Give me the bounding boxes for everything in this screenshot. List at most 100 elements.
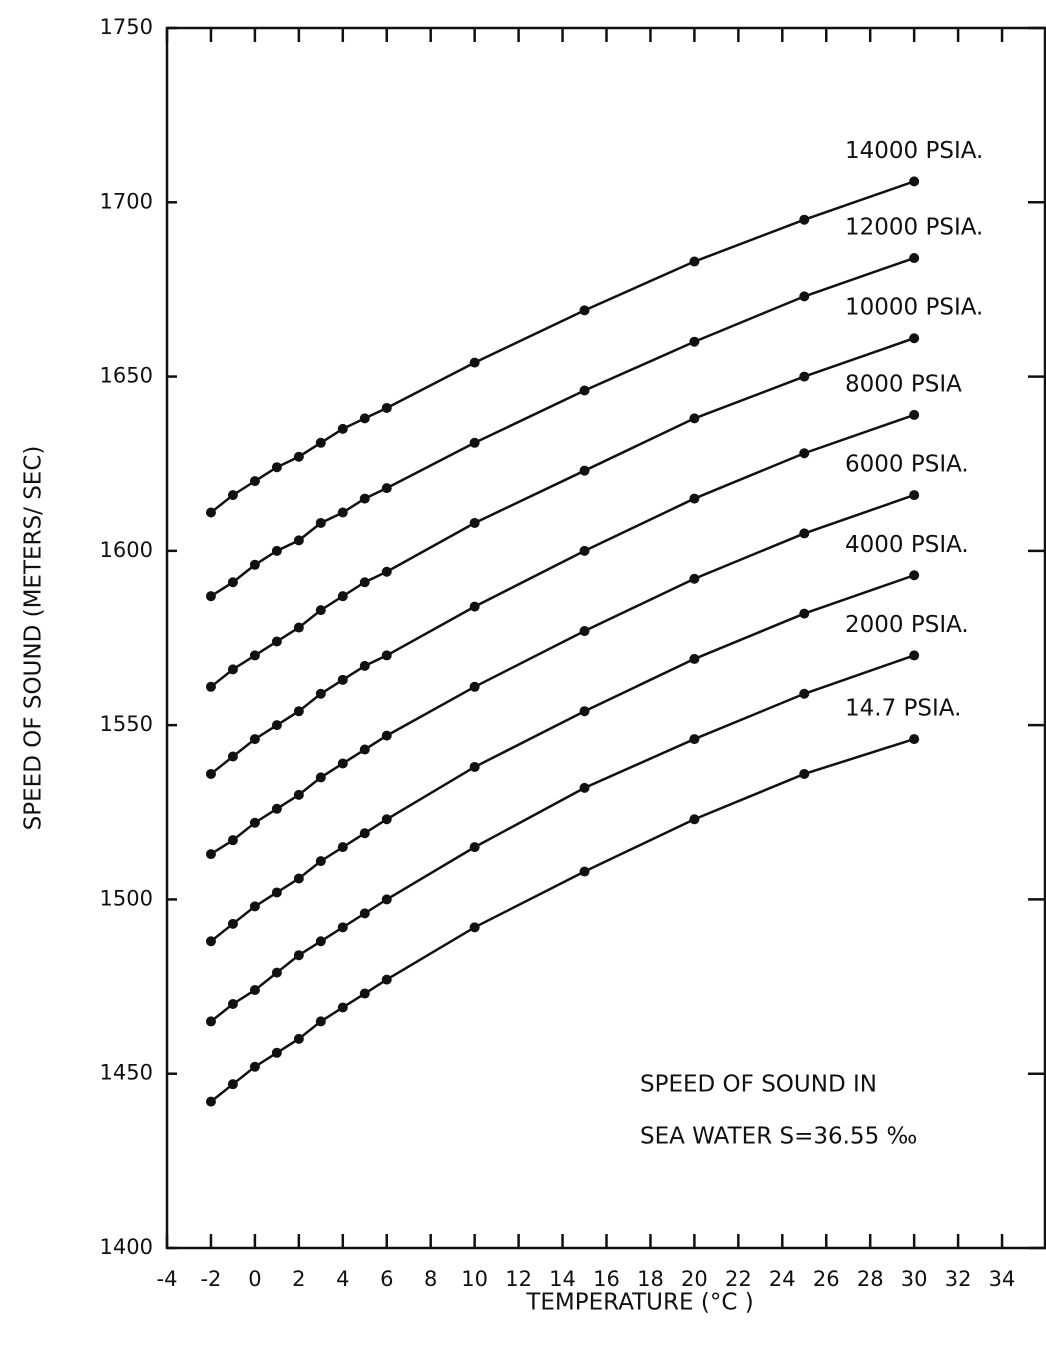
data-point xyxy=(359,828,370,839)
x-tick-label: 2 xyxy=(292,1267,305,1291)
x-tick-label: 4 xyxy=(336,1267,349,1291)
data-point xyxy=(469,761,480,772)
data-point xyxy=(293,789,304,800)
data-point xyxy=(271,887,282,898)
data-point xyxy=(205,936,216,947)
data-point xyxy=(293,950,304,961)
data-point xyxy=(227,490,238,501)
data-point xyxy=(359,660,370,671)
data-point xyxy=(359,908,370,919)
data-point xyxy=(249,901,260,912)
data-point xyxy=(689,573,700,584)
x-tick-label: 20 xyxy=(681,1267,708,1291)
data-point xyxy=(469,922,480,933)
data-point xyxy=(579,626,590,637)
data-point xyxy=(315,688,326,699)
series-line xyxy=(210,737,915,1103)
x-tick-label: 22 xyxy=(725,1267,752,1291)
data-point xyxy=(689,336,700,347)
data-point xyxy=(799,291,810,302)
series-label: 14.7 PSIA. xyxy=(845,696,961,722)
data-point xyxy=(337,674,348,685)
data-point xyxy=(205,1016,216,1027)
data-point xyxy=(359,988,370,999)
data-point xyxy=(293,451,304,462)
data-point xyxy=(315,936,326,947)
x-tick-label: 24 xyxy=(769,1267,796,1291)
series-line xyxy=(210,180,915,514)
y-tick-label: 1400 xyxy=(100,1235,153,1259)
data-point xyxy=(381,483,392,494)
data-point xyxy=(249,476,260,487)
data-point xyxy=(689,814,700,825)
data-point xyxy=(579,385,590,396)
x-tick-label: 14 xyxy=(549,1267,576,1291)
data-point xyxy=(799,448,810,459)
data-point xyxy=(315,437,326,448)
data-point xyxy=(579,305,590,316)
data-point xyxy=(799,528,810,539)
data-point xyxy=(271,967,282,978)
x-tick-label: 16 xyxy=(593,1267,620,1291)
x-tick-label: 26 xyxy=(813,1267,840,1291)
data-point xyxy=(205,591,216,602)
data-point xyxy=(249,1061,260,1072)
x-tick-label: 8 xyxy=(424,1267,437,1291)
data-point xyxy=(271,1047,282,1058)
data-point xyxy=(579,465,590,476)
data-point xyxy=(205,849,216,860)
data-point xyxy=(381,974,392,985)
series-label: 10000 PSIA. xyxy=(845,295,983,321)
data-point xyxy=(579,782,590,793)
series-line xyxy=(210,256,915,598)
plot-frame xyxy=(165,26,1046,1250)
data-point xyxy=(293,873,304,884)
data-point xyxy=(337,922,348,933)
x-tick-label: 34 xyxy=(989,1267,1016,1291)
data-point xyxy=(579,706,590,717)
data-point xyxy=(689,256,700,267)
data-point xyxy=(799,608,810,619)
data-point xyxy=(381,566,392,577)
data-point xyxy=(271,803,282,814)
data-point xyxy=(227,918,238,929)
y-axis-label: SPEED OF SOUND (METERS/ SEC) xyxy=(21,446,47,831)
data-point xyxy=(315,1016,326,1027)
data-point xyxy=(469,517,480,528)
data-point xyxy=(271,462,282,473)
series-label: 12000 PSIA. xyxy=(845,215,983,241)
data-point xyxy=(227,1079,238,1090)
data-point xyxy=(381,402,392,413)
series-label: 6000 PSIA. xyxy=(845,452,969,478)
data-point xyxy=(227,664,238,675)
data-point xyxy=(359,744,370,755)
data-point xyxy=(689,653,700,664)
data-point xyxy=(315,856,326,867)
data-point xyxy=(315,517,326,528)
y-tick-label: 1750 xyxy=(100,15,153,39)
data-point xyxy=(799,768,810,779)
data-point xyxy=(249,817,260,828)
data-point xyxy=(909,253,920,264)
series-line xyxy=(210,337,915,688)
data-point xyxy=(381,730,392,741)
x-tick-label: 28 xyxy=(857,1267,884,1291)
data-point xyxy=(909,650,920,661)
data-point xyxy=(249,559,260,570)
data-point xyxy=(359,493,370,504)
data-point xyxy=(359,413,370,424)
y-tick-label: 1600 xyxy=(100,538,153,562)
y-tick-label: 1450 xyxy=(100,1061,153,1085)
x-tick-label: 18 xyxy=(637,1267,664,1291)
data-point xyxy=(205,507,216,518)
data-point xyxy=(381,814,392,825)
data-point xyxy=(337,758,348,769)
data-point xyxy=(689,413,700,424)
data-point xyxy=(337,591,348,602)
data-point xyxy=(249,734,260,745)
x-tick-label: 6 xyxy=(380,1267,393,1291)
data-point xyxy=(271,636,282,647)
data-point xyxy=(359,577,370,588)
x-tick-label: -2 xyxy=(200,1267,221,1291)
data-point xyxy=(271,720,282,731)
